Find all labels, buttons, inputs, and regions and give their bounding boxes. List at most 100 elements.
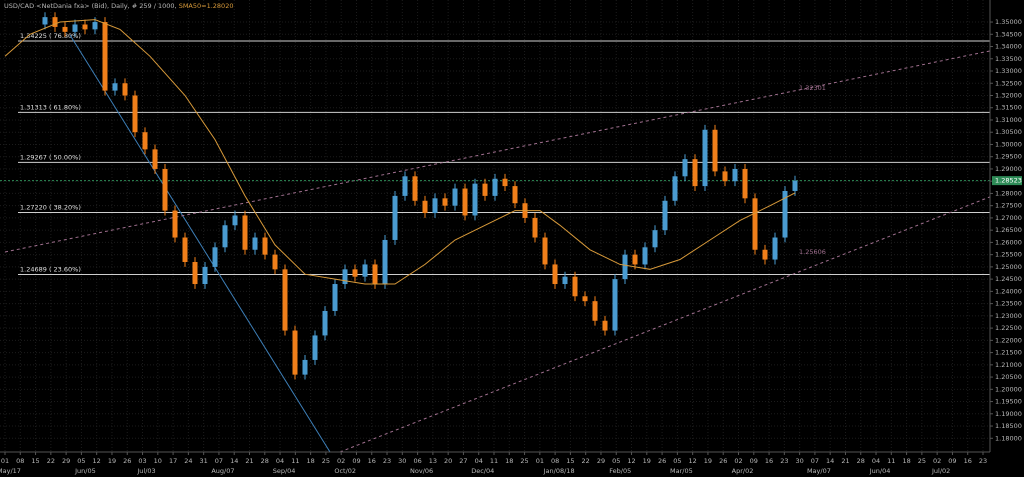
y-tick-label: 1.32000 (995, 91, 1022, 99)
x-tick-label: 09 (948, 457, 956, 465)
y-tick-label: 1.19000 (995, 410, 1022, 418)
x-tick-label: 18 (306, 457, 314, 465)
candle-body (92, 22, 98, 30)
x-tick-label: 12 (93, 457, 101, 465)
y-tick-label: 1.30500 (995, 128, 1022, 136)
x-tick-label: 18 (902, 457, 910, 465)
x-tick-label: 12 (627, 457, 635, 465)
x-tick-label: 07 (215, 457, 223, 465)
candle-body (342, 269, 348, 285)
candle-body (352, 269, 358, 277)
candle-body (392, 195, 398, 240)
x-tick-label: 23 (979, 457, 987, 465)
x-tick-label: 15 (31, 457, 39, 465)
y-tick-label: 1.23500 (995, 300, 1022, 308)
fib-label: 1.31313 ( 61.80%) (20, 103, 81, 111)
candles (4, 12, 798, 380)
candle-body (282, 269, 288, 331)
x-tick-label: 05 (612, 457, 620, 465)
candle-body (672, 176, 678, 201)
fib-label: 1.29267 ( 50.00%) (20, 153, 81, 161)
candle-body (482, 183, 488, 196)
candle-body (222, 225, 228, 248)
candle-body (722, 171, 728, 182)
candle-body (122, 83, 128, 96)
y-tick-label: 1.33000 (995, 67, 1022, 75)
candle-body (712, 129, 718, 172)
candle-body (742, 168, 748, 199)
x-tick-label: 23 (780, 457, 788, 465)
x-tick-label: 02 (734, 457, 742, 465)
x-tick-label: 26 (123, 457, 131, 465)
x-tick-label: 30 (398, 457, 406, 465)
candle-body (422, 200, 428, 214)
candle-body (162, 168, 168, 211)
candle-body (752, 198, 758, 250)
candle-body (702, 129, 708, 187)
y-tick-label: 1.22500 (995, 324, 1022, 332)
x-tick-label: 11 (490, 457, 498, 465)
candle-body (182, 237, 188, 262)
month-label: Jun/05 (74, 467, 96, 475)
y-tick-label: 1.29000 (995, 165, 1022, 173)
x-tick-label: 19 (643, 457, 651, 465)
x-tick-label: 19 (704, 457, 712, 465)
candle-body (42, 17, 48, 25)
x-tick-label: 31 (200, 457, 208, 465)
last-price-label: 1.28523 (995, 177, 1022, 185)
y-tick-label: 1.34000 (995, 43, 1022, 51)
x-tick-label: 12 (689, 457, 697, 465)
x-tick-label: 27 (459, 457, 467, 465)
candle-body (72, 24, 78, 32)
x-tick-label: 04 (475, 457, 483, 465)
candle-body (272, 254, 278, 270)
y-tick-label: 1.26000 (995, 238, 1022, 246)
x-tick-label: 16 (765, 457, 773, 465)
x-tick-label: 15 (566, 457, 574, 465)
month-label: May/17 (0, 467, 21, 475)
candle-body (202, 266, 208, 285)
y-tick-label: 1.34500 (995, 30, 1022, 38)
trend-label: 1.25606 (799, 248, 826, 256)
chart-title: USD/CAD <NetDania fxa> (Bid), Daily, # 2… (4, 2, 233, 10)
candle-body (242, 215, 248, 250)
candle-body (692, 159, 698, 187)
y-tick-label: 1.24500 (995, 275, 1022, 283)
x-tick-label: 01 (1, 457, 9, 465)
x-tick-label: 13 (429, 457, 437, 465)
candle-body (792, 180, 798, 191)
x-tick-label: 29 (62, 457, 70, 465)
x-tick-label: 10 (154, 457, 162, 465)
x-tick-label: 01 (536, 457, 544, 465)
candle-body (52, 17, 58, 27)
y-tick-label: 1.27500 (995, 202, 1022, 210)
y-tick-label: 1.25500 (995, 251, 1022, 259)
candle-body (652, 230, 658, 248)
x-tick-label: 29 (597, 457, 605, 465)
candle-body (772, 237, 778, 260)
x-tick-label: 04 (872, 457, 880, 465)
x-tick-label: 08 (551, 457, 559, 465)
candle-body (642, 247, 648, 265)
x-tick-label: 22 (582, 457, 590, 465)
x-tick-label: 22 (47, 457, 55, 465)
sma-line (4, 19, 796, 285)
candle-body (462, 188, 468, 216)
y-tick-label: 1.22000 (995, 336, 1022, 344)
candle-body (572, 276, 578, 297)
y-tick-label: 1.20000 (995, 385, 1022, 393)
x-tick-label: 26 (658, 457, 666, 465)
candle-body (612, 279, 618, 331)
x-tick-label: 21 (245, 457, 253, 465)
fib-label: 1.34225 ( 76.80%) (20, 32, 81, 40)
x-tick-label: 16 (368, 457, 376, 465)
y-tick-label: 1.27000 (995, 214, 1022, 222)
y-tick-label: 1.19500 (995, 398, 1022, 406)
x-tick-label: 23 (383, 457, 391, 465)
x-tick-label: 11 (887, 457, 895, 465)
month-label: Jan/08/18 (543, 467, 575, 475)
x-tick-label: 08 (16, 457, 24, 465)
y-tick-label: 1.32500 (995, 79, 1022, 87)
month-label: Aug/07 (211, 467, 234, 475)
